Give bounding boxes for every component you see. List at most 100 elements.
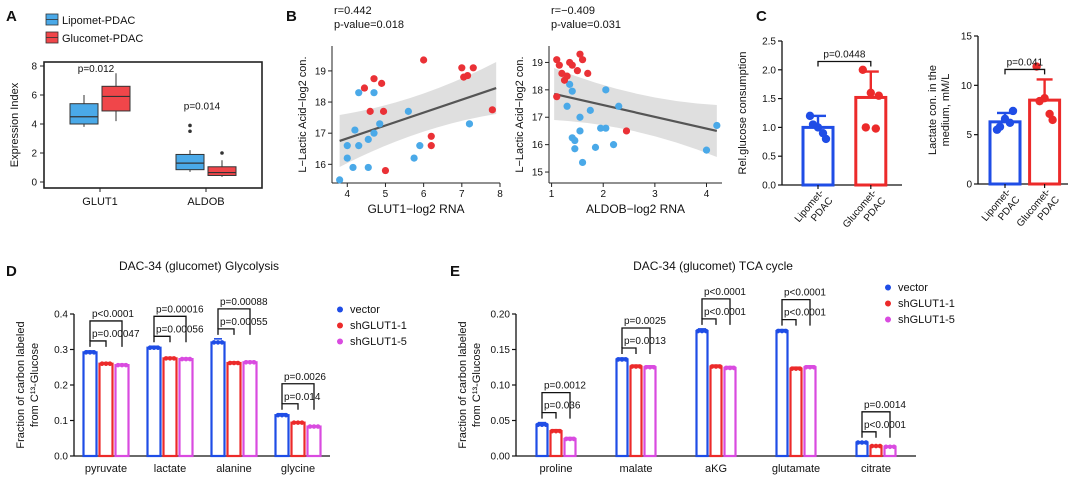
e-bracket-inner <box>541 411 557 419</box>
b1-point-glucomet <box>379 107 388 115</box>
d-data-point <box>295 420 301 425</box>
b1-point-lipomet <box>376 120 384 128</box>
d-pvalue-inner: p=0.00047 <box>92 329 140 340</box>
panel-b-glut1-scatter: 16 17 18 19 4 5 6 7 8 GLUT1−log2 RNA L−Lactic Acid… <box>297 5 503 216</box>
d-y-axis-label-line: from C¹³-Glucose <box>29 343 41 427</box>
e-data-point <box>855 440 861 445</box>
e-x-tick-label: glutamate <box>772 463 820 475</box>
e-y-axis-label-line: from C¹³-Glucose <box>471 343 483 427</box>
c1-y-tick-label: 1.5 <box>762 94 776 105</box>
b2-point-lipomet <box>563 102 571 110</box>
b2-point-glucomet <box>553 56 561 64</box>
e-pvalue-outer: p=0.0012 <box>544 381 586 392</box>
a-box-glut1-0 <box>69 103 99 125</box>
b2-point-glucomet <box>573 67 582 75</box>
c2-y-tick-label: 10 <box>961 81 973 92</box>
e-data-point <box>859 440 865 445</box>
d-bracket-outer <box>153 315 187 343</box>
d-data-point <box>107 361 113 367</box>
e-data-point <box>789 366 795 371</box>
b1-point-glucomet <box>420 56 428 64</box>
e-x-tick-label: aKG <box>705 463 727 475</box>
b2-point-lipomet <box>576 113 584 121</box>
e-data-point <box>807 364 813 370</box>
c2-significance-bracket <box>1004 68 1046 75</box>
d-legend-marker <box>337 338 343 345</box>
d-data-point <box>187 356 193 362</box>
b1-point-lipomet <box>465 120 474 128</box>
c2-y-tick-label: 15 <box>961 32 973 43</box>
b1-point-lipomet <box>370 129 378 137</box>
a-y-axis-label: Expression Index <box>9 82 21 167</box>
d-bar-glycine-2 <box>306 425 322 458</box>
a-y-tick-label: 0 <box>31 178 37 189</box>
c2-data-point <box>1032 62 1041 71</box>
e-legend-marker <box>885 284 891 291</box>
d-data-point <box>183 356 189 362</box>
b1-point-lipomet <box>355 142 363 150</box>
b1-point-glucomet <box>458 64 466 72</box>
c1-data-point <box>861 123 870 132</box>
b2-point-lipomet <box>591 143 600 151</box>
b2-point-lipomet <box>566 80 574 88</box>
c1-significance-bracket <box>817 60 872 67</box>
d-data-point <box>291 420 297 425</box>
e-data-point <box>793 366 799 371</box>
b2-point-lipomet <box>571 145 579 153</box>
a-box-outlier <box>220 151 224 155</box>
b1-point-glucomet <box>378 79 386 87</box>
e-data-point <box>563 436 569 442</box>
e-legend-marker <box>885 316 891 323</box>
e-data-point <box>647 364 653 370</box>
e-data-point <box>557 428 563 434</box>
b1-point-lipomet <box>410 154 418 162</box>
d-legend-marker <box>337 322 343 329</box>
d-data-point <box>151 345 157 351</box>
panel-a-boxplot: 0 2 4 6 8 Expression Index GLUT1 ALDOB p=0.012 p=… <box>9 13 263 208</box>
e-data-point <box>695 328 701 334</box>
e-data-point <box>567 436 573 442</box>
d-data-point <box>119 362 125 368</box>
d-data-point <box>247 359 253 365</box>
e-data-point <box>803 364 809 370</box>
d-data-point <box>231 360 237 366</box>
b1-y-tick-label: 16 <box>315 160 327 171</box>
d-data-point <box>251 359 257 365</box>
e-y-axis-label-line: Fraction of carbon labeled <box>457 321 469 448</box>
e-legend-label: shGLUT1-5 <box>898 314 955 326</box>
e-y-tick-label: 0.10 <box>491 381 511 392</box>
e-pvalue-outer: p<0.0001 <box>784 288 826 299</box>
d-bracket-inner <box>153 335 171 343</box>
e-data-point <box>543 422 549 428</box>
b2-point-glucomet <box>568 61 576 69</box>
d-bar-pyruvate-1 <box>98 362 114 458</box>
b2-stat-line: p-value=0.031 <box>551 19 621 31</box>
d-x-tick-label: pyruvate <box>85 463 127 475</box>
b2-point-lipomet <box>568 87 576 95</box>
c2-x-tick-label: Glucomet-PDAC <box>1015 187 1062 237</box>
e-bar-glutamate-0 <box>775 329 789 458</box>
d-bar-alanine-2 <box>242 361 258 458</box>
c2-x-tick-label: Lipomet-PDAC <box>980 187 1023 232</box>
d-bar-pyruvate-2 <box>114 364 130 458</box>
b1-point-glucomet <box>427 132 435 140</box>
c1-y-axis-label: Rel.glucose consumption <box>737 52 749 175</box>
c2-data-point <box>1005 118 1015 128</box>
d-bar-lactate-2 <box>178 357 194 458</box>
d-legend-label: vector <box>350 304 380 316</box>
e-bracket-inner <box>781 318 797 326</box>
b1-point-lipomet <box>355 89 363 97</box>
b2-point-glucomet <box>576 50 584 58</box>
d-y-tick-label: 0.0 <box>54 452 68 463</box>
d-data-point <box>163 356 169 361</box>
panel-letter-c: C <box>756 8 767 25</box>
d-data-point <box>155 345 161 351</box>
b1-point-lipomet <box>343 142 351 150</box>
e-data-point <box>539 422 545 428</box>
a-box-outlier <box>188 129 192 134</box>
e-data-point <box>877 443 883 449</box>
e-data-point <box>549 428 555 434</box>
e-x-tick-label: malate <box>619 463 652 475</box>
